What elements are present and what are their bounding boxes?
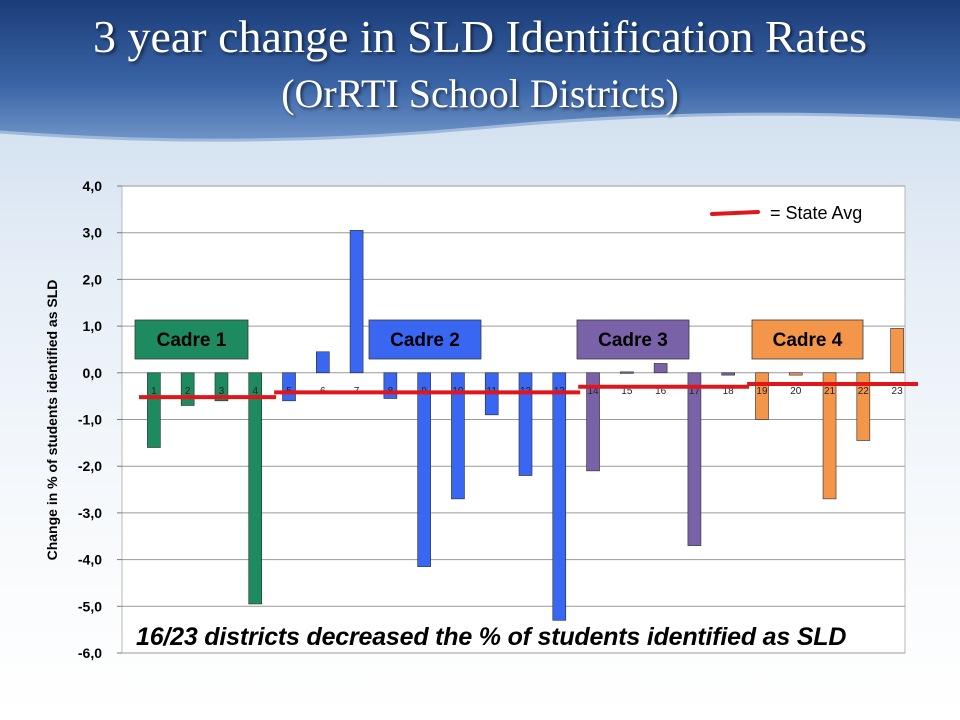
bar-district-16: [653, 363, 668, 374]
y-tick-label: 1,0: [83, 318, 103, 334]
y-axis-label: Change in % of students identified as SL…: [44, 280, 60, 561]
bar-district-3: [214, 372, 229, 402]
bar-district-21: [822, 372, 837, 500]
y-tick-label: -2,0: [78, 458, 102, 474]
bar-district-23: [890, 328, 904, 374]
y-tick-label: 3,0: [83, 225, 103, 241]
bar-district-22: [856, 372, 871, 441]
y-tick-label: 2,0: [83, 271, 103, 287]
x-tick-label: 3: [219, 386, 225, 397]
x-tick-label: 18: [723, 386, 735, 397]
cadre-label-1: Cadre 1: [157, 330, 227, 351]
bar-district-1: [147, 372, 161, 448]
y-tick-label: 4,0: [83, 178, 103, 194]
bar-district-10: [451, 372, 465, 500]
bar-district-6: [316, 351, 330, 374]
bars-layer: [147, 230, 904, 621]
x-tick-label: 14: [588, 386, 600, 397]
cadre-box-2: [368, 319, 482, 360]
legend-swatch: [710, 210, 760, 216]
footnote: 16/23 districts decreased the % of stude…: [136, 623, 847, 651]
x-tick-label: 22: [858, 386, 870, 397]
cadre-box-4: [751, 319, 864, 360]
y-tick-label: -3,0: [78, 505, 102, 521]
y-tick-label: 0,0: [83, 365, 103, 381]
legend-label: = State Avg: [770, 203, 862, 223]
x-tick-label: 20: [790, 386, 802, 397]
y-tick-label: -1,0: [78, 412, 102, 428]
bar-district-9: [417, 372, 431, 567]
title-line-1: 3 year change in SLD Identification Rate…: [92, 11, 868, 62]
bar-district-4: [248, 372, 263, 605]
cadre-label-4: Cadre 4: [773, 330, 843, 351]
y-tick-label: -4,0: [78, 552, 102, 568]
y-tick-label: -6,0: [78, 645, 102, 661]
x-tick-label: 1: [151, 386, 157, 397]
bar-district-20: [788, 372, 803, 376]
y-tick-label: -5,0: [78, 598, 102, 614]
x-tick-label: 17: [689, 386, 701, 397]
cadre-label-3: Cadre 3: [598, 330, 668, 351]
y-tick-labels: 4,0 3,0 2,0 1,0 0,0 -1,0 -2,0 -3,0 -4,0 -5,0 -6,0: [78, 178, 102, 661]
x-tick-label: 21: [824, 386, 836, 397]
x-tick-label: 4: [252, 386, 258, 397]
banner-background: [0, 0, 960, 142]
title-banner: 3 year change in SLD Identification Rate…: [0, 0, 960, 150]
bar-district-12: [518, 372, 533, 476]
legend: = State Avg: [710, 203, 862, 223]
bar-district-7: [349, 230, 364, 374]
cadre-box-3: [576, 319, 690, 360]
grid-layer: [117, 185, 906, 654]
x-tick-label: 15: [621, 386, 633, 397]
x-tick-label: 19: [756, 386, 768, 397]
bar-district-17: [687, 372, 702, 546]
bar-district-14: [586, 372, 600, 472]
x-tick-label: 23: [892, 386, 904, 397]
x-tick-label: 2: [185, 386, 191, 397]
x-tick-label: 16: [655, 386, 667, 397]
bar-district-18: [721, 372, 735, 376]
cadre-box-1: [134, 319, 249, 360]
state-avg-lines: [139, 382, 918, 400]
bar-district-15: [620, 371, 634, 374]
bar-district-13: [552, 372, 567, 621]
cadre-labels: Cadre 1 Cadre 2 Cadre 3 Cadre 4: [134, 319, 864, 360]
cadre-label-2: Cadre 2: [390, 330, 460, 351]
title-line-2: (OrRTI School Districts): [281, 71, 679, 116]
